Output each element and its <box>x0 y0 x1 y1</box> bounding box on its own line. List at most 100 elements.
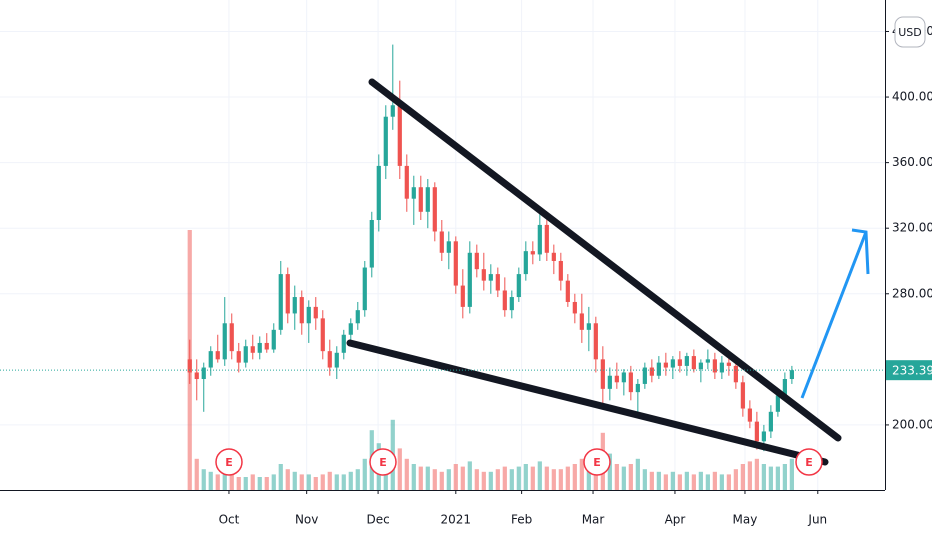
candle-body <box>572 301 577 314</box>
candle-body <box>334 352 339 368</box>
volume-bar <box>355 469 360 490</box>
volume-bar <box>733 469 738 490</box>
arrow-head <box>851 228 870 275</box>
candle-body <box>411 187 416 199</box>
candle-body <box>355 310 360 324</box>
candle-body <box>768 411 773 432</box>
earnings-label: E <box>225 456 233 469</box>
candle-body <box>642 367 647 384</box>
volume-bar <box>432 469 437 490</box>
earnings-circle <box>369 448 397 476</box>
candle-body <box>509 297 514 311</box>
earnings-markers: E E E E <box>215 448 823 476</box>
volume-bar <box>789 458 794 490</box>
candle-body <box>544 224 549 253</box>
volume-bar <box>747 461 752 490</box>
volume-bar <box>754 458 759 490</box>
candle-body <box>754 421 759 442</box>
y-tick-label: 400.00 <box>892 90 932 104</box>
candle-body <box>243 346 248 363</box>
candle-body <box>516 274 521 298</box>
earnings-label: E <box>379 456 387 469</box>
y-tick-label: 200.00 <box>892 417 932 431</box>
candle-body <box>719 362 724 373</box>
candle-body <box>712 359 717 373</box>
trend-line-upper <box>368 78 842 442</box>
currency-button[interactable]: USD <box>894 16 926 48</box>
volume-bar <box>537 461 542 490</box>
volume-bar <box>236 477 241 490</box>
earnings-marker[interactable]: E <box>583 448 611 476</box>
candle-body <box>327 351 332 368</box>
candle-body <box>250 346 255 353</box>
volume-bar <box>453 464 458 490</box>
volume-bar <box>397 448 402 490</box>
volume-bar <box>740 464 745 490</box>
candle-body <box>208 351 213 368</box>
earnings-marker[interactable]: E <box>215 448 243 476</box>
x-tick-label: Nov <box>295 513 318 527</box>
volume-bar <box>586 464 591 490</box>
candle-body <box>236 351 241 363</box>
volume-bar <box>607 453 612 490</box>
volume-bar <box>621 466 626 490</box>
candle-body <box>271 329 276 350</box>
volume-bar <box>516 466 521 490</box>
volume-bar <box>635 458 640 490</box>
candle-body <box>292 297 297 314</box>
candle-body <box>257 342 262 353</box>
candle-body <box>726 362 731 366</box>
volume-bar <box>670 471 675 490</box>
candle-body <box>397 105 402 166</box>
volume-bar <box>292 471 297 490</box>
volume-bar <box>467 461 472 490</box>
candles <box>187 44 794 452</box>
volume-bar <box>285 469 290 490</box>
candle-body <box>551 252 556 261</box>
volume-bar <box>411 464 416 490</box>
volume-bar <box>719 474 724 490</box>
volume-bar <box>761 464 766 490</box>
candle-body <box>432 187 437 232</box>
volume-bar <box>334 474 339 490</box>
volume-bar <box>439 471 444 490</box>
volume-bar <box>243 477 248 490</box>
volume-bar <box>502 466 507 490</box>
projection-arrow <box>800 231 868 399</box>
volume-bar <box>257 477 262 490</box>
candle-body <box>404 165 409 199</box>
candle-body <box>306 306 311 324</box>
candle-body <box>278 274 283 330</box>
volume-bar <box>348 471 353 490</box>
volume-bar <box>229 471 234 490</box>
volume-bar <box>481 471 486 490</box>
volume-bar <box>530 466 535 490</box>
last-price-label: 233.39 <box>892 364 932 378</box>
candle-body <box>600 359 605 389</box>
volume-bar <box>509 469 514 490</box>
x-tick-label: May <box>733 513 758 527</box>
x-tick-label: Feb <box>511 513 532 527</box>
volume-bar <box>677 474 682 490</box>
candle-body <box>747 408 752 422</box>
candle-body <box>530 251 535 255</box>
volume-bar <box>565 466 570 490</box>
candle-body <box>565 280 570 302</box>
candle-body <box>376 165 381 220</box>
earnings-marker[interactable]: E <box>795 448 823 476</box>
candle-body <box>789 370 794 380</box>
candle-body <box>733 365 738 383</box>
candle-body <box>628 372 633 393</box>
candle-body <box>348 323 353 335</box>
candle-body <box>761 431 766 442</box>
volume-bar <box>488 471 493 490</box>
candle-body <box>607 375 612 389</box>
volume-bar <box>649 471 654 490</box>
candle-body <box>285 274 290 314</box>
volume-bar <box>558 469 563 490</box>
earnings-label: E <box>805 456 813 469</box>
volume-bar <box>495 469 500 490</box>
earnings-marker[interactable]: E <box>369 448 397 476</box>
